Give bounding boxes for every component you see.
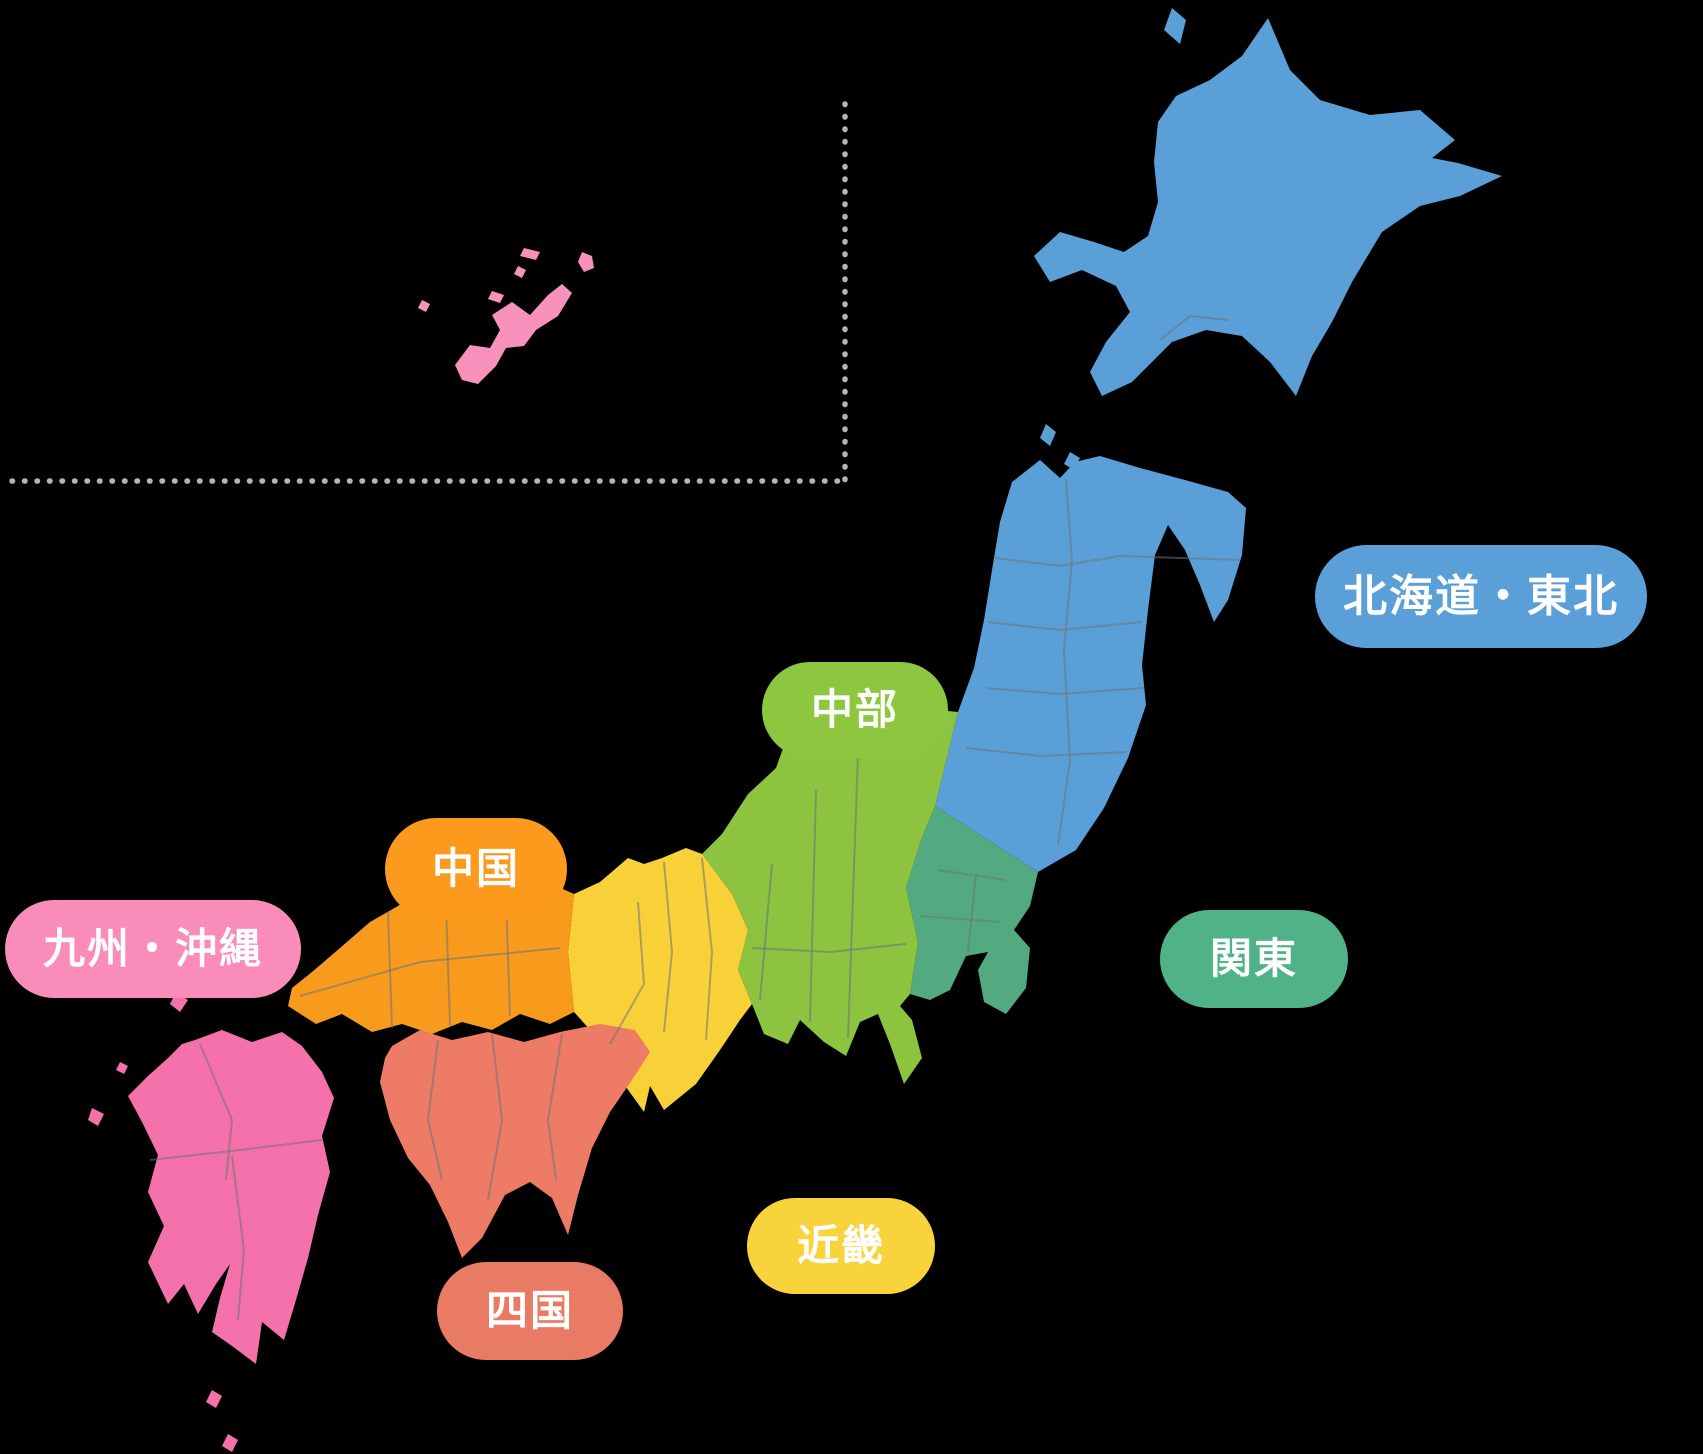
region-label-shikoku[interactable]: 四国 (437, 1262, 623, 1360)
prefecture-border-line (965, 747, 1127, 757)
prefecture-border-line (967, 873, 977, 953)
prefecture-border-line (445, 903, 451, 1027)
prefecture-border-line (231, 1155, 245, 1321)
region-okinawa-inset[interactable] (455, 284, 572, 384)
region-label-kinki[interactable]: 近畿 (747, 1198, 935, 1294)
region-hokkaido-tohoku[interactable] (1040, 424, 1056, 446)
prefecture-border-line (299, 947, 561, 997)
prefecture-border-line (759, 863, 773, 1001)
prefecture-border-line (751, 943, 907, 953)
region-kyushu[interactable] (222, 1434, 238, 1452)
region-label-chubu[interactable]: 中部 (762, 662, 948, 758)
region-okinawa-inset[interactable] (418, 300, 430, 312)
prefecture-border-line (994, 555, 1241, 567)
prefecture-border-line (987, 621, 1143, 631)
region-label-kyushu-okinawa[interactable]: 九州・沖縄 (5, 900, 301, 998)
region-okinawa-inset[interactable] (488, 291, 504, 303)
prefecture-border-line (847, 753, 859, 1039)
prefecture-border-line (937, 869, 1007, 881)
prefecture-border-line (427, 1039, 443, 1181)
region-kinki[interactable] (568, 848, 752, 1112)
region-label-kanto[interactable]: 関東 (1160, 910, 1348, 1008)
prefecture-border-line (609, 901, 645, 1045)
region-kyushu[interactable] (116, 1062, 128, 1074)
prefecture-border-line (701, 857, 713, 1041)
prefecture-border-line (809, 789, 817, 1023)
prefecture-border-line (919, 915, 1001, 923)
region-kyushu[interactable] (128, 1030, 334, 1364)
region-kyushu[interactable] (206, 1390, 222, 1408)
prefecture-border-line (149, 1139, 323, 1161)
prefecture-border-line (1159, 315, 1229, 341)
prefecture-border-line (487, 1033, 503, 1201)
region-chubu[interactable] (702, 692, 958, 1084)
prefecture-border-line (547, 1033, 563, 1181)
prefecture-border-line (985, 687, 1145, 695)
region-okinawa-inset[interactable] (578, 252, 594, 272)
region-hokkaido-tohoku[interactable] (935, 456, 1246, 872)
prefecture-border-line (663, 861, 673, 1033)
region-label-hokkaido-tohoku[interactable]: 北海道・東北 (1315, 545, 1647, 648)
region-hokkaido-tohoku[interactable] (1164, 8, 1186, 44)
region-label-chugoku[interactable]: 中国 (385, 818, 567, 920)
prefecture-border-line (199, 1043, 233, 1181)
prefecture-border-line (1057, 479, 1073, 846)
region-okinawa-inset[interactable] (514, 266, 526, 278)
region-shikoku[interactable] (380, 1024, 650, 1258)
region-hokkaido-tohoku[interactable] (1034, 18, 1502, 396)
region-kyushu[interactable] (88, 1108, 104, 1126)
region-okinawa-inset[interactable] (520, 248, 540, 260)
